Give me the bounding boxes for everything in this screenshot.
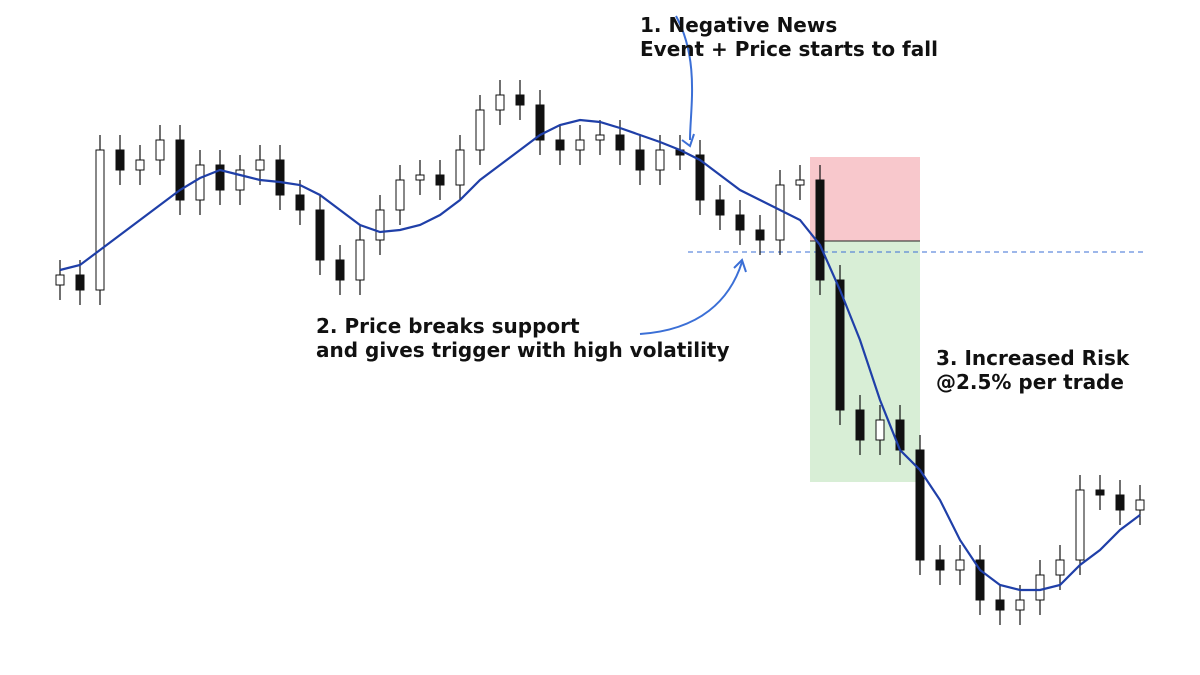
candle-body	[1095, 489, 1105, 496]
candle-body	[1055, 559, 1065, 576]
candle-body	[255, 159, 265, 171]
candle-body	[1135, 499, 1145, 511]
candle-body	[735, 214, 745, 231]
candle-body	[595, 134, 605, 141]
candle-body	[1015, 599, 1025, 611]
candle-body	[235, 169, 245, 191]
arrow	[675, 15, 694, 141]
candle-body	[95, 149, 105, 291]
candle-body	[695, 154, 705, 201]
candle-body	[715, 199, 725, 216]
candle-body	[1035, 574, 1045, 601]
candle-body	[875, 419, 885, 441]
candle-body	[655, 149, 665, 171]
arrowhead	[681, 133, 695, 148]
candle-body	[195, 164, 205, 201]
risk-zone	[810, 157, 920, 241]
arrowhead	[733, 258, 747, 273]
moving-average	[59, 118, 1141, 592]
candle-body	[375, 209, 385, 241]
candle-body	[915, 449, 925, 561]
candle-body	[75, 274, 85, 291]
candle-body	[55, 274, 65, 286]
candle-body	[635, 149, 645, 171]
candle-body	[995, 599, 1005, 611]
candle-body	[795, 179, 805, 186]
candle-body	[815, 179, 825, 281]
candle-body	[435, 174, 445, 186]
candle-body	[355, 239, 365, 281]
candle-body	[535, 104, 545, 141]
annotation: 3. Increased Risk @2.5% per trade	[936, 346, 1130, 394]
candle-body	[455, 149, 465, 186]
candle-body	[335, 259, 345, 281]
candle-body	[175, 139, 185, 201]
candle-body	[475, 109, 485, 151]
candle-body	[495, 94, 505, 111]
candle-body	[155, 139, 165, 161]
candle-body	[575, 139, 585, 151]
candle-body	[415, 174, 425, 181]
candle-body	[955, 559, 965, 571]
candle-body	[1115, 494, 1125, 511]
arrow	[639, 261, 743, 335]
candle-body	[315, 209, 325, 261]
candle-body	[275, 159, 285, 196]
candle-body	[555, 139, 565, 151]
candle-body	[515, 94, 525, 106]
candle-body	[395, 179, 405, 211]
candle-body	[835, 279, 845, 411]
candle-body	[1075, 489, 1085, 561]
candle-body	[115, 149, 125, 171]
candle-body	[215, 164, 225, 191]
candle-body	[935, 559, 945, 571]
candle-body	[755, 229, 765, 241]
candle-body	[975, 559, 985, 601]
annotation: 2. Price breaks support and gives trigger…	[316, 314, 730, 362]
candle-body	[295, 194, 305, 211]
annotation: 1. Negative News Event + Price starts to …	[640, 13, 938, 61]
candle-body	[615, 134, 625, 151]
candle-body	[135, 159, 145, 171]
candle-body	[855, 409, 865, 441]
